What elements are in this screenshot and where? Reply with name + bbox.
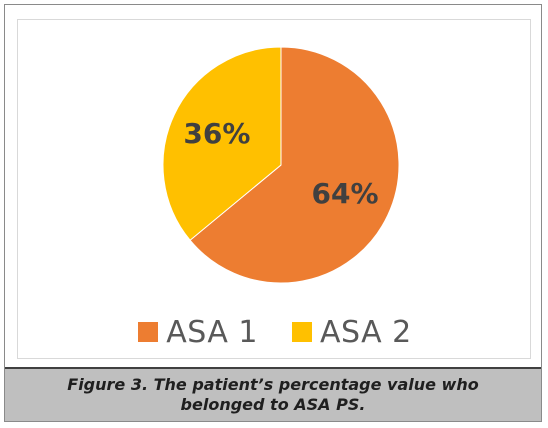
- pie-slice-asa-1: [189, 46, 400, 284]
- figure-container: 64% 36% ASA 1 ASA 2 Figure 3. The patient…: [4, 4, 542, 422]
- legend-item-asa-1: ASA 1: [138, 315, 258, 350]
- legend-label-asa-1: ASA 1: [166, 314, 258, 350]
- legend-label-asa-2: ASA 2: [320, 314, 412, 350]
- figure-caption: Figure 3. The patient’s percentage value…: [5, 367, 541, 421]
- legend-swatch-asa-1: [138, 322, 159, 342]
- data-label-asa-1: 64%: [312, 177, 379, 210]
- pie-slice-asa-2: [162, 46, 282, 241]
- caption-line-2: belonged to ASA PS.: [180, 395, 366, 414]
- data-label-asa-2: 36%: [183, 117, 250, 150]
- caption-line-1: Figure 3. The patient’s percentage value…: [67, 375, 479, 394]
- chart-area: 64% 36% ASA 1 ASA 2: [17, 19, 531, 359]
- legend-item-asa-2: ASA 2: [292, 315, 412, 350]
- pie-chart: 64% 36%: [162, 46, 400, 284]
- legend: ASA 1 ASA 2: [18, 312, 532, 352]
- legend-swatch-asa-2: [292, 322, 312, 342]
